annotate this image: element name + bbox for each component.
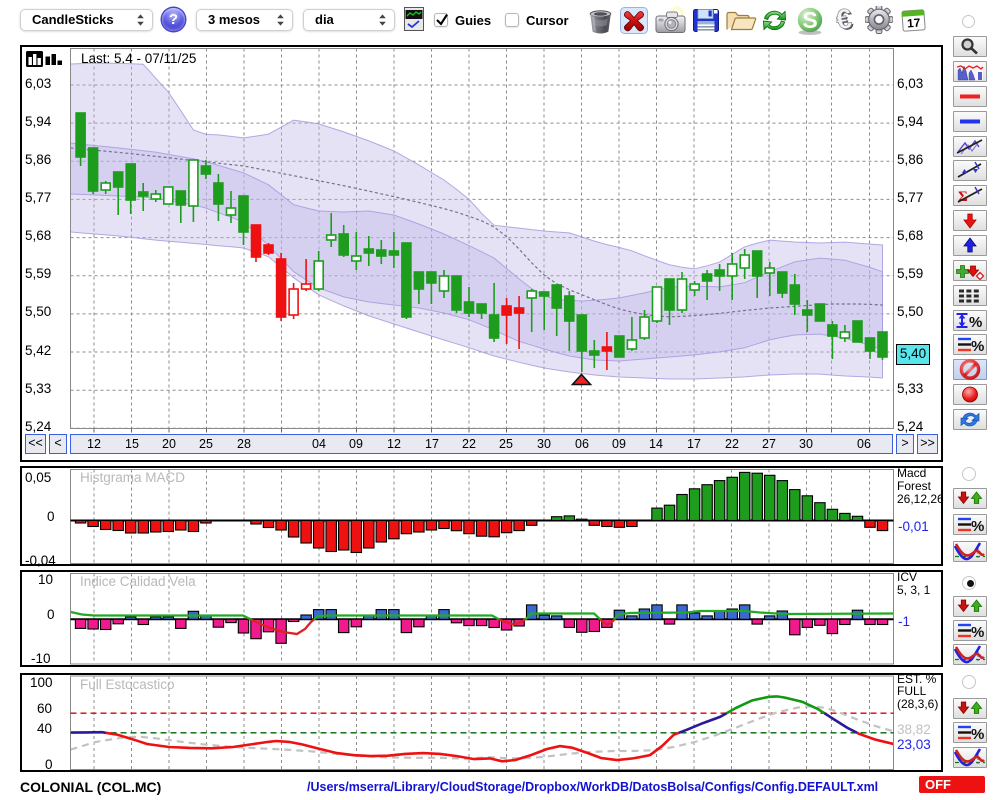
svg-text:17: 17 bbox=[907, 16, 922, 31]
svg-text:€: € bbox=[834, 6, 854, 34]
svg-text:%: % bbox=[971, 624, 984, 641]
svg-text:%: % bbox=[971, 726, 984, 743]
svg-text:€: € bbox=[836, 6, 856, 34]
svg-text:Σ: Σ bbox=[958, 189, 968, 205]
svg-text:%: % bbox=[971, 338, 984, 355]
svg-text:%: % bbox=[971, 518, 984, 535]
svg-text:%: % bbox=[969, 314, 982, 331]
svg-text:S: S bbox=[802, 7, 817, 33]
